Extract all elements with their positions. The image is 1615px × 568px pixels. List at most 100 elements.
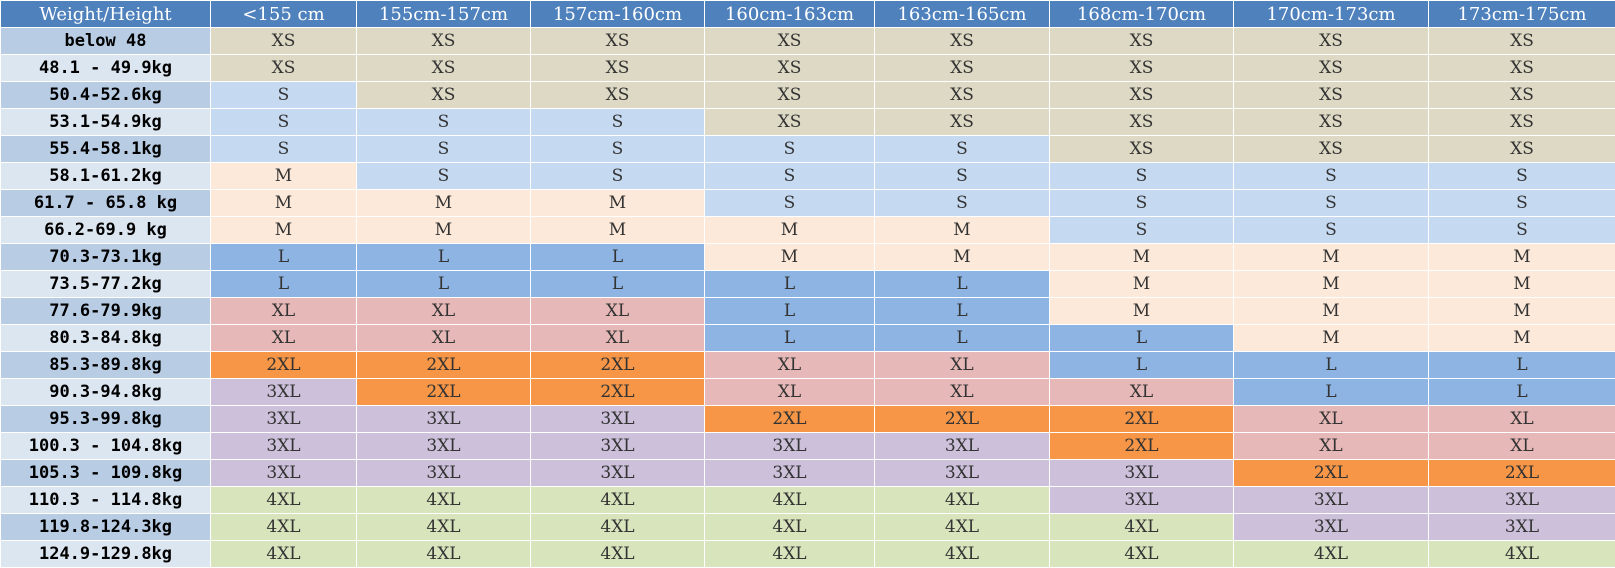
- size-cell: 4XL: [1050, 514, 1234, 541]
- size-cell: S: [875, 190, 1050, 217]
- size-cell: M: [1234, 244, 1429, 271]
- size-cell: S: [875, 163, 1050, 190]
- size-cell: XS: [1050, 55, 1234, 82]
- weight-row-header: 119.8-124.3kg: [1, 514, 211, 541]
- size-cell: XS: [1050, 136, 1234, 163]
- size-cell: 4XL: [1429, 541, 1615, 568]
- weight-row-header: 58.1-61.2kg: [1, 163, 211, 190]
- size-cell: 4XL: [211, 514, 357, 541]
- height-column-header: 157cm-160cm: [531, 1, 705, 28]
- size-cell: L: [1050, 352, 1234, 379]
- size-cell: S: [357, 136, 531, 163]
- size-cell: S: [705, 190, 875, 217]
- size-cell: XL: [1050, 379, 1234, 406]
- size-cell: XL: [1234, 433, 1429, 460]
- size-cell: S: [705, 136, 875, 163]
- size-cell: S: [357, 109, 531, 136]
- weight-row-header: 53.1-54.9kg: [1, 109, 211, 136]
- corner-header: Weight/Height: [1, 1, 211, 28]
- size-cell: L: [1429, 379, 1615, 406]
- size-cell: XS: [1429, 109, 1615, 136]
- size-cell: XL: [1429, 406, 1615, 433]
- size-cell: L: [531, 244, 705, 271]
- size-cell: L: [705, 325, 875, 352]
- size-cell: XS: [875, 82, 1050, 109]
- size-cell: 3XL: [705, 460, 875, 487]
- size-cell: M: [1234, 325, 1429, 352]
- height-column-header: 160cm-163cm: [705, 1, 875, 28]
- weight-row-header: 70.3-73.1kg: [1, 244, 211, 271]
- size-cell: 4XL: [531, 541, 705, 568]
- size-cell: 3XL: [531, 406, 705, 433]
- size-cell: S: [705, 163, 875, 190]
- size-cell: M: [1429, 244, 1615, 271]
- size-cell: XS: [211, 55, 357, 82]
- weight-row-header: 85.3-89.8kg: [1, 352, 211, 379]
- size-cell: 3XL: [875, 433, 1050, 460]
- size-cell: S: [1234, 190, 1429, 217]
- weight-row-header: 77.6-79.9kg: [1, 298, 211, 325]
- size-cell: 2XL: [1050, 433, 1234, 460]
- size-cell: XL: [875, 352, 1050, 379]
- size-cell: M: [357, 217, 531, 244]
- size-cell: M: [1050, 271, 1234, 298]
- size-cell: M: [211, 190, 357, 217]
- size-cell: 4XL: [1234, 541, 1429, 568]
- size-cell: 3XL: [1050, 460, 1234, 487]
- size-cell: XS: [1050, 28, 1234, 55]
- size-cell: M: [531, 190, 705, 217]
- size-cell: L: [875, 271, 1050, 298]
- size-cell: S: [211, 82, 357, 109]
- size-cell: 3XL: [211, 406, 357, 433]
- size-cell: 4XL: [357, 541, 531, 568]
- height-column-header: 168cm-170cm: [1050, 1, 1234, 28]
- size-cell: 3XL: [211, 379, 357, 406]
- size-cell: 3XL: [1429, 487, 1615, 514]
- size-cell: XS: [211, 28, 357, 55]
- size-cell: XL: [1234, 406, 1429, 433]
- size-cell: 3XL: [1234, 487, 1429, 514]
- size-cell: S: [875, 136, 1050, 163]
- size-cell: XS: [357, 55, 531, 82]
- size-cell: 3XL: [1234, 514, 1429, 541]
- size-cell: XS: [1234, 136, 1429, 163]
- size-cell: XL: [875, 379, 1050, 406]
- weight-row-header: 80.3-84.8kg: [1, 325, 211, 352]
- size-cell: M: [1050, 298, 1234, 325]
- weight-row-header: below 48: [1, 28, 211, 55]
- size-cell: L: [705, 298, 875, 325]
- size-cell: S: [357, 163, 531, 190]
- weight-row-header: 55.4-58.1kg: [1, 136, 211, 163]
- size-cell: M: [875, 217, 1050, 244]
- size-cell: 4XL: [705, 514, 875, 541]
- size-cell: XS: [705, 28, 875, 55]
- size-cell: 4XL: [357, 487, 531, 514]
- size-cell: 3XL: [875, 460, 1050, 487]
- size-cell: 2XL: [531, 352, 705, 379]
- size-cell: 4XL: [531, 514, 705, 541]
- size-cell: S: [211, 136, 357, 163]
- height-column-header: 155cm-157cm: [357, 1, 531, 28]
- weight-row-header: 61.7 - 65.8 kg: [1, 190, 211, 217]
- size-cell: 3XL: [1429, 514, 1615, 541]
- size-cell: 3XL: [357, 406, 531, 433]
- size-cell: L: [357, 271, 531, 298]
- size-cell: XS: [1429, 136, 1615, 163]
- size-cell: M: [875, 244, 1050, 271]
- size-cell: 2XL: [875, 406, 1050, 433]
- size-cell: L: [1429, 352, 1615, 379]
- weight-row-header: 105.3 - 109.8kg: [1, 460, 211, 487]
- size-cell: L: [531, 271, 705, 298]
- size-cell: XL: [1429, 433, 1615, 460]
